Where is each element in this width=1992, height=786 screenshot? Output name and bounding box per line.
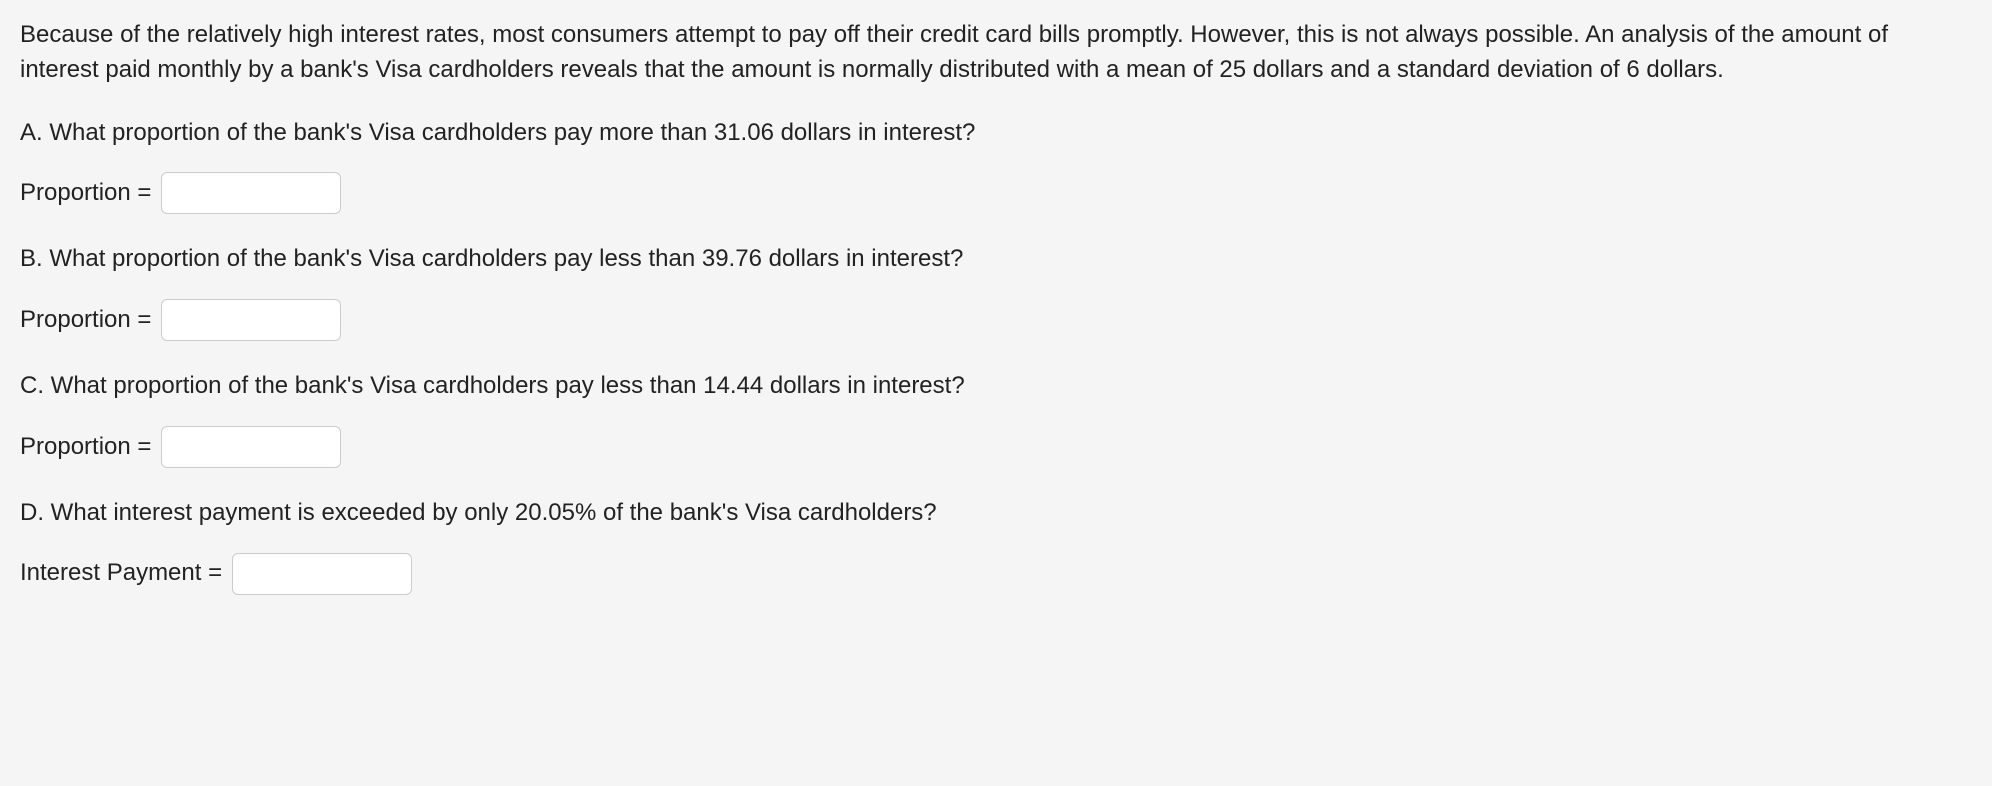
question-b: B. What proportion of the bank's Visa ca… — [20, 242, 1972, 341]
question-c-label: Proportion = — [20, 430, 151, 465]
question-b-answer-row: Proportion = — [20, 299, 1972, 341]
question-d: D. What interest payment is exceeded by … — [20, 496, 1972, 595]
question-d-text: D. What interest payment is exceeded by … — [20, 496, 1972, 531]
question-c-input[interactable] — [161, 426, 341, 468]
question-a-label: Proportion = — [20, 176, 151, 211]
question-c: C. What proportion of the bank's Visa ca… — [20, 369, 1972, 468]
question-a-text: A. What proportion of the bank's Visa ca… — [20, 116, 1972, 151]
question-a-answer-row: Proportion = — [20, 172, 1972, 214]
question-d-input[interactable] — [232, 553, 412, 595]
question-d-label: Interest Payment = — [20, 556, 222, 591]
question-a-input[interactable] — [161, 172, 341, 214]
problem-intro: Because of the relatively high interest … — [20, 18, 1972, 88]
question-d-answer-row: Interest Payment = — [20, 553, 1972, 595]
question-b-input[interactable] — [161, 299, 341, 341]
question-c-answer-row: Proportion = — [20, 426, 1972, 468]
question-a: A. What proportion of the bank's Visa ca… — [20, 116, 1972, 215]
question-b-text: B. What proportion of the bank's Visa ca… — [20, 242, 1972, 277]
question-c-text: C. What proportion of the bank's Visa ca… — [20, 369, 1972, 404]
question-b-label: Proportion = — [20, 303, 151, 338]
